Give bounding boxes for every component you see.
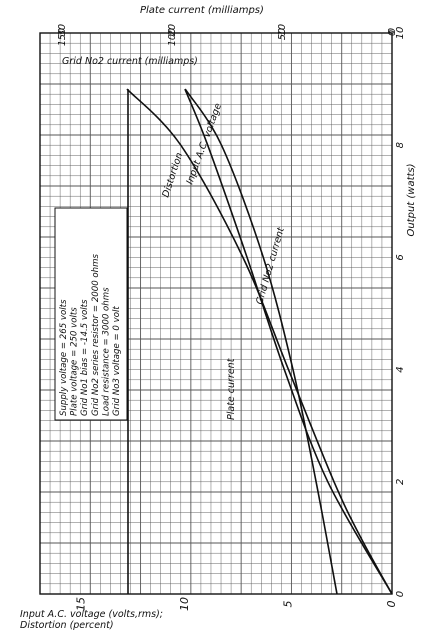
output-axis-title: Output (watts) — [406, 163, 417, 236]
grid2-axis-ticks: 30 20 10 0 — [57, 24, 398, 36]
condition-line: Grid No2 series resistor = 2000 ohms — [91, 254, 101, 416]
plate-current-label: Plate current — [226, 357, 237, 420]
grid2-tick-label: 30 — [57, 24, 68, 36]
curves-layer — [126, 88, 393, 595]
distortion-curve — [126, 88, 393, 595]
output-tick-label: 4 — [395, 366, 406, 372]
plate-tick-label: 150 — [57, 28, 68, 46]
input-axis-ticks: 15 10 5 0 — [74, 597, 398, 611]
grid2-axis-title: Grid No2 current (milliamps) — [62, 56, 198, 67]
conditions-box — [54, 207, 128, 421]
output-tick-label: 8 — [395, 142, 406, 148]
plot-frame — [39, 32, 393, 595]
grid2-tick-label: 10 — [277, 24, 288, 36]
plate-tick-label: 0 — [387, 28, 398, 34]
plate-tick-label: 50 — [277, 28, 288, 40]
output-tick-label: 6 — [395, 254, 406, 260]
output-axis-ticks: 0 2 4 6 8 10 — [395, 27, 406, 598]
output-tick-label: 0 — [395, 591, 406, 597]
distortion-label: Distortion — [160, 151, 185, 199]
input-tick-label: 15 — [74, 597, 87, 611]
condition-line: Grid No1 bias = -14.5 volts — [80, 299, 90, 416]
input-tick-label: 5 — [281, 601, 294, 608]
input-tick-label: 10 — [178, 597, 191, 611]
condition-line: Grid No3 voltage = 0 volt — [112, 306, 122, 416]
grid2-tick-label: 20 — [167, 24, 178, 36]
plate-tick-label: 100 — [167, 28, 178, 46]
input-axis-title-line2: Distortion (percent) — [20, 620, 114, 631]
plate-axis-title: Plate current (milliamps) — [140, 5, 264, 16]
condition-line: Supply voltage = 265 volts — [59, 299, 69, 416]
grid2-tick-label: 0 — [387, 30, 398, 36]
plate-axis-ticks: 150 100 50 0 — [57, 28, 398, 46]
input-axis-title-line1: Input A.C. voltage (volts,rms); — [20, 609, 163, 620]
output-tick-label: 10 — [395, 27, 406, 40]
output-tick-label: 2 — [395, 479, 406, 485]
input-voltage-curve — [184, 88, 393, 595]
input-tick-label: 0 — [385, 601, 398, 608]
condition-line: Plate voltage = 250 volts — [70, 307, 80, 416]
grid2-current-curve — [184, 88, 338, 595]
conditions-text: Supply voltage = 265 volts Plate voltage … — [59, 254, 122, 416]
condition-line: Load resistance = 3000 ohms — [101, 287, 111, 416]
